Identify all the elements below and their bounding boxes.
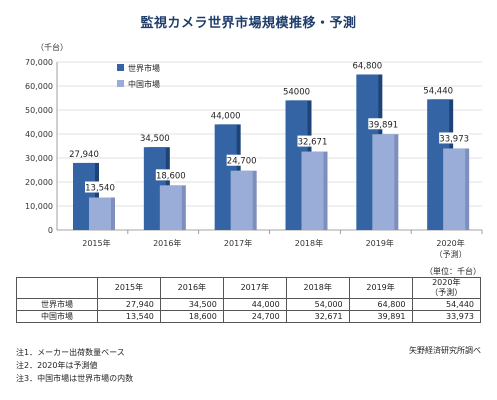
bar-china <box>443 148 466 230</box>
x-tick-label: 2016年 <box>153 238 181 248</box>
legend-label: 世界市場 <box>128 63 160 73</box>
legend-swatch <box>117 80 124 87</box>
table-header-cell: 2016年 <box>159 277 224 299</box>
data-label-china: 18,600 <box>156 171 186 181</box>
data-label-china: 32,671 <box>298 138 328 148</box>
x-tick-sublabel: （予測） <box>435 249 467 259</box>
y-tick-label: 40,000 <box>25 130 53 139</box>
x-tick-label: 2018年 <box>295 238 323 248</box>
bar-china <box>89 197 111 230</box>
table-header-row: 2015年 2016年 2017年 2018年 2019年 2020年 （予測） <box>16 277 482 299</box>
table-cell: 18,600 <box>159 310 224 323</box>
data-label-world: 34,500 <box>140 134 170 144</box>
table-cell: 32,671 <box>285 310 350 323</box>
x-tick-label: 2020年 <box>436 238 464 248</box>
data-label-bg <box>226 154 257 166</box>
legend-swatch <box>117 64 124 71</box>
data-label-world: 64,800 <box>352 61 382 71</box>
footnote: 注3．中国市場は世界市場の内数 <box>16 374 134 383</box>
table-row: 中国市場 13,540 18,600 24,700 32,671 39,891 … <box>16 310 482 323</box>
y-axis-label: （千台） <box>36 42 68 52</box>
data-table: 2015年 2016年 2017年 2018年 2019年 2020年 （予測）… <box>16 277 482 323</box>
data-label-world: 54,440 <box>423 86 453 96</box>
table-cell: 39,891 <box>348 310 413 323</box>
source-note: 矢野経済研究所調べ <box>409 346 481 355</box>
table-cell: 64,800 <box>348 298 413 311</box>
data-label-world: 44,000 <box>211 111 241 121</box>
table-header-year: 2020年 <box>432 278 461 287</box>
footnote: 注1．メーカー出荷数量ベース <box>16 348 125 357</box>
table-row-label: 中国市場 <box>16 310 98 323</box>
table-cell: 33,973 <box>411 310 482 323</box>
bar-china <box>301 151 324 230</box>
table-header-cell: 2019年 <box>348 277 413 299</box>
data-label-bg <box>439 132 470 144</box>
table-header-cell: 2018年 <box>285 277 350 299</box>
bar-china <box>230 170 253 230</box>
table-cell: 34,500 <box>159 298 224 311</box>
bar-china <box>159 185 182 230</box>
footnote: 注2．2020年は予測値 <box>16 361 98 370</box>
table-cell: 27,940 <box>97 298 161 311</box>
table-cell: 24,700 <box>222 310 287 323</box>
x-tick-label: 2015年 <box>82 238 110 248</box>
table-cell: 54,440 <box>411 298 482 311</box>
table-row: 世界市場 27,940 34,500 44,000 54,000 64,800 … <box>16 298 482 311</box>
y-tick-label: 30,000 <box>25 154 53 163</box>
table-cell: 13,540 <box>97 310 161 323</box>
table-cell: 54,000 <box>285 298 350 311</box>
table-header-cell: 2017年 <box>222 277 287 299</box>
table-cell: 44,000 <box>222 298 287 311</box>
data-label-world: 54000 <box>283 87 310 97</box>
table-corner-cell <box>16 277 98 299</box>
x-tick-label: 2019年 <box>366 238 394 248</box>
data-label-bg <box>297 135 328 147</box>
data-label-bg <box>368 118 399 130</box>
x-tick-label: 2017年 <box>224 238 252 248</box>
data-label-china: 13,540 <box>85 184 115 194</box>
footnotes: 注1．メーカー出荷数量ベース 注2．2020年は予測値 注3．中国市場は世界市場… <box>16 346 133 385</box>
table-row-label: 世界市場 <box>16 298 98 311</box>
y-tick-label: 10,000 <box>25 202 53 211</box>
y-tick-label: 0 <box>48 226 53 235</box>
data-label-china: 33,973 <box>439 134 469 144</box>
data-label-china: 39,891 <box>368 120 398 130</box>
data-label-world: 27,940 <box>69 150 99 160</box>
data-label-bg <box>155 169 186 181</box>
chart-title: 監視カメラ世界市場規模推移・予測 <box>140 16 357 31</box>
y-tick-label: 20,000 <box>25 178 53 187</box>
y-tick-label: 70,000 <box>25 58 53 67</box>
data-label-china: 24,700 <box>227 157 257 167</box>
legend-label: 中国市場 <box>128 79 160 89</box>
y-tick-label: 50,000 <box>25 106 53 115</box>
table-header-cell-forecast: 2020年 （予測） <box>411 277 482 299</box>
table-header-forecast: （予測） <box>430 288 463 297</box>
y-tick-label: 60,000 <box>25 82 53 91</box>
table-header-cell: 2015年 <box>97 277 161 299</box>
bar-china <box>372 134 395 230</box>
bar-chart: （千台） 0 10,000 20,000 30,000 40,000 50,000 60,00… <box>25 42 483 259</box>
data-label-bg <box>85 181 115 193</box>
unit-label: （単位：千台） <box>425 267 481 276</box>
